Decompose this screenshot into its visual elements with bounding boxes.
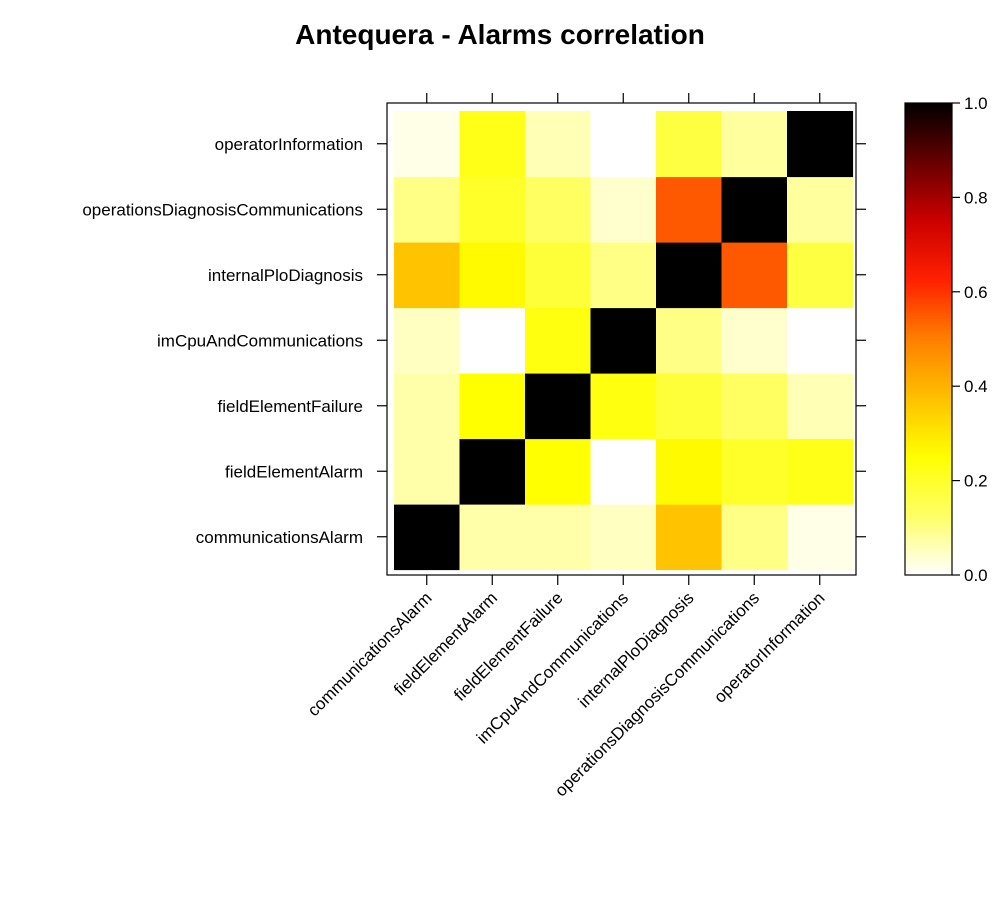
heatmap-cell-1-3	[459, 307, 526, 374]
colorbar-tick-label-0: 0.0	[964, 566, 988, 585]
heatmap-cell-1-1	[459, 438, 526, 505]
heatmap-cell-2-2	[525, 373, 592, 440]
heatmap-cell-2-1	[525, 438, 592, 505]
heatmap-cell-1-6	[459, 111, 526, 178]
colorbar-tick-label-1: 0.2	[964, 472, 988, 491]
chart-title: Antequera - Alarms correlation	[295, 19, 705, 50]
heatmap-cell-0-0	[394, 504, 461, 571]
heatmap-cell-1-2	[459, 373, 526, 440]
heatmap-cell-2-0	[525, 504, 592, 571]
heatmap-cell-5-1	[721, 438, 788, 505]
plot-frame	[386, 102, 857, 576]
x-tick-label-6: operatorInformation	[710, 588, 828, 706]
heatmap-cell-3-6	[590, 111, 657, 178]
heatmap-cell-3-3	[590, 307, 657, 374]
x-tick-label-2: fieldElementFailure	[450, 588, 566, 704]
heatmap-cell-6-5	[787, 176, 854, 243]
heatmap-cell-3-4	[590, 242, 657, 309]
heatmap-cell-4-2	[656, 373, 723, 440]
heatmap-cell-4-5	[656, 176, 723, 243]
heatmap-cell-6-4	[787, 242, 854, 309]
heatmap-cell-5-3	[721, 307, 788, 374]
heatmap-cell-4-1	[656, 438, 723, 505]
heatmap-cell-0-4	[394, 242, 461, 309]
heatmap-cell-1-5	[459, 176, 526, 243]
heatmap-cell-0-3	[394, 307, 461, 374]
y-tick-label-2: fieldElementFailure	[217, 397, 363, 416]
heatmap-cell-4-4	[656, 242, 723, 309]
y-tick-label-1: fieldElementAlarm	[225, 462, 363, 481]
x-tick-label-4: internalPloDiagnosis	[575, 588, 698, 711]
heatmap-cell-3-0	[590, 504, 657, 571]
y-tick-label-0: communicationsAlarm	[196, 528, 363, 547]
heatmap-cell-4-0	[656, 504, 723, 571]
heatmap-cell-4-3	[656, 307, 723, 374]
x-tick-label-0: communicationsAlarm	[304, 588, 436, 720]
heatmap-cell-0-2	[394, 373, 461, 440]
heatmap-cell-1-4	[459, 242, 526, 309]
heatmap-cell-2-6	[525, 111, 592, 178]
heatmap-cell-5-2	[721, 373, 788, 440]
heatmap-cell-6-6	[787, 111, 854, 178]
colorbar-tick-label-4: 0.8	[964, 188, 988, 207]
heatmap-cell-0-6	[394, 111, 461, 178]
y-tick-label-3: imCpuAndCommunications	[157, 331, 363, 350]
heatmap-cell-6-3	[787, 307, 854, 374]
heatmap-cell-3-2	[590, 373, 657, 440]
heatmap-cell-6-0	[787, 504, 854, 571]
heatmap-cell-2-3	[525, 307, 592, 374]
heatmap-cell-3-5	[590, 176, 657, 243]
colorbar-tick-label-2: 0.4	[964, 377, 988, 396]
axis-ticks	[377, 93, 866, 585]
colorbar-tick-label-5: 1.0	[964, 94, 988, 113]
heatmap-cell-5-0	[721, 504, 788, 571]
heatmap-cell-6-2	[787, 373, 854, 440]
heatmap-cell-4-6	[656, 111, 723, 178]
y-tick-label-4: internalPloDiagnosis	[208, 266, 363, 285]
heatmap-cell-5-4	[721, 242, 788, 309]
y-tick-label-6: operatorInformation	[215, 135, 363, 154]
heatmap-cell-3-1	[590, 438, 657, 505]
heatmap-cell-2-5	[525, 176, 592, 243]
heatmap-cell-5-5	[721, 176, 788, 243]
y-axis-tick-labels: communicationsAlarm fieldElementAlarm fiel…	[82, 135, 363, 547]
heatmap-cell-2-4	[525, 242, 592, 309]
colorbar	[904, 102, 953, 576]
heatmap-cell-6-1	[787, 438, 854, 505]
heatmap-cell-0-5	[394, 176, 461, 243]
colorbar-ticks: 0.0 0.2 0.4 0.6 0.8 1.0	[952, 94, 988, 585]
colorbar-tick-label-3: 0.6	[964, 283, 988, 302]
heatmap-cell-5-6	[721, 111, 788, 178]
heatmap-cell-1-0	[459, 504, 526, 571]
heatmap-cells	[394, 111, 854, 571]
heatmap-cell-0-1	[394, 438, 461, 505]
y-tick-label-5: operationsDiagnosisCommunications	[82, 200, 363, 219]
x-axis-tick-labels: communicationsAlarmfieldElementAlarmfiel…	[304, 588, 829, 800]
